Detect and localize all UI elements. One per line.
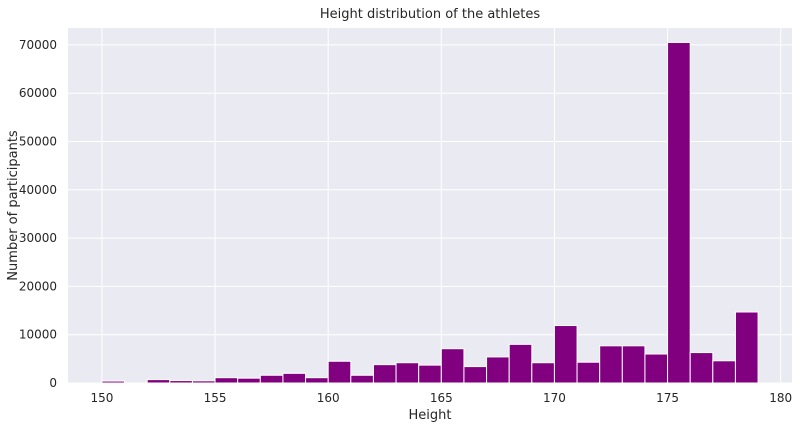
histogram-bar	[576, 361, 601, 384]
y-tick-label: 30000	[19, 231, 57, 245]
x-axis-ticks: 150 155 160 165 170 175 180	[90, 391, 792, 405]
x-axis-label: Height	[409, 408, 452, 423]
x-tick-label: 180	[769, 391, 792, 405]
histogram-bar	[440, 348, 465, 384]
histogram-bar	[237, 377, 261, 384]
histogram-bars	[101, 41, 759, 384]
x-tick-label: 160	[317, 391, 340, 405]
histogram-bar	[191, 380, 216, 384]
x-tick-label: 155	[204, 391, 227, 405]
histogram-bar	[418, 364, 442, 384]
chart-title: Height distribution of the athletes	[320, 7, 540, 22]
histogram-bar	[667, 41, 691, 384]
x-tick-label: 165	[430, 391, 453, 405]
histogram-bar	[259, 374, 284, 384]
histogram-bar	[372, 364, 397, 384]
y-tick-label: 50000	[19, 135, 57, 149]
histogram-bar	[214, 377, 239, 384]
y-tick-label: 10000	[19, 328, 57, 342]
histogram-bar	[531, 362, 555, 384]
x-tick-label: 170	[543, 391, 566, 405]
y-tick-label: 20000	[19, 279, 57, 293]
histogram-bar	[599, 345, 623, 384]
histogram-bar	[327, 360, 352, 384]
y-axis-label: Number of participants	[6, 130, 21, 281]
x-tick-label: 175	[656, 391, 679, 405]
histogram-bar	[689, 352, 714, 384]
histogram-bar	[350, 374, 374, 384]
histogram-bar	[508, 343, 533, 384]
y-axis-ticks: 0 10000 20000 30000 40000 50000 60000 70000	[19, 38, 57, 390]
histogram-bar	[644, 353, 669, 384]
histogram-bar	[553, 325, 578, 384]
histogram-bar	[395, 362, 420, 384]
y-tick-label: 40000	[19, 183, 57, 197]
histogram-bar	[621, 345, 646, 384]
histogram-bar	[169, 380, 193, 384]
y-tick-label: 70000	[19, 38, 57, 52]
histogram-bar	[146, 379, 171, 384]
histogram-bar	[463, 366, 488, 384]
histogram-bar	[734, 311, 759, 384]
histogram-bar	[486, 356, 510, 384]
y-tick-label: 0	[49, 376, 57, 390]
histogram-bar	[712, 360, 736, 384]
y-tick-label: 60000	[19, 86, 57, 100]
histogram-bar	[282, 372, 307, 384]
x-tick-label: 150	[90, 391, 113, 405]
histogram-bar	[101, 380, 126, 384]
histogram-bar	[305, 377, 329, 384]
